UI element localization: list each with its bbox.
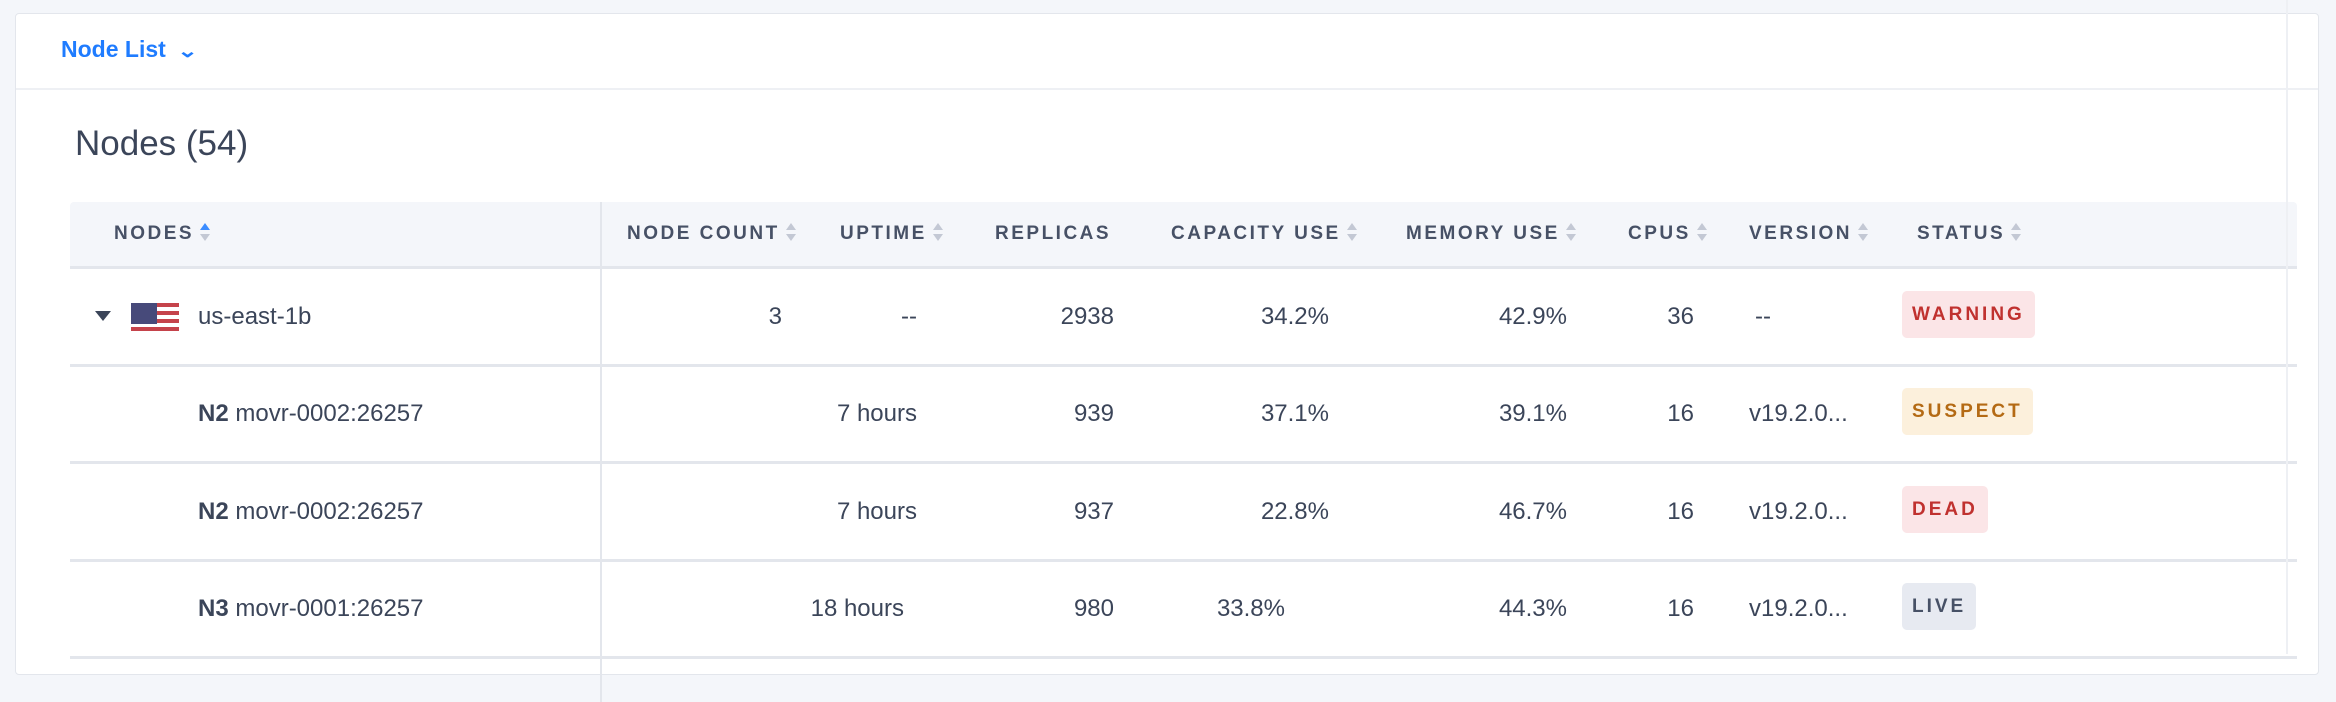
node-row[interactable]: N3 movr-0001:26257 18 hours 980 33.8% 44.3% 1… <box>70 561 2297 659</box>
col-memory-use[interactable]: MEMORY USE <box>1406 223 1576 245</box>
memory-use: 39.1% <box>1498 400 1567 427</box>
sort-icon <box>1858 223 1869 241</box>
status-badge: DEAD <box>1902 486 1988 533</box>
col-status[interactable]: STATUS <box>1917 223 2022 245</box>
version: v19.2.0... <box>1749 595 1848 622</box>
replicas: 980 <box>1073 595 1114 622</box>
top-bar: Node List ⌄ <box>16 14 2318 90</box>
table-header: NODES NODE COUNT UPTIME REPLICAS CAPACIT… <box>70 202 2297 269</box>
col-uptime[interactable]: UPTIME <box>840 223 943 245</box>
replicas: 939 <box>1073 400 1114 427</box>
cpus: 36 <box>1667 303 1694 330</box>
status-badge: WARNING <box>1902 291 2035 338</box>
memory-use: 44.3% <box>1498 595 1567 622</box>
col-capacity-use[interactable]: CAPACITY USE <box>1171 223 1357 245</box>
capacity-use: 22.8% <box>1260 498 1329 525</box>
sort-icon <box>1346 223 1357 241</box>
region-name: us-east-1b <box>198 303 312 330</box>
page-title: Nodes (54) <box>75 124 249 163</box>
scrollbar-track[interactable] <box>2286 0 2288 654</box>
collapse-caret-icon[interactable] <box>95 311 111 321</box>
node-name[interactable]: N2 movr-0002:26257 <box>198 498 424 525</box>
node-list-card: Node List ⌄ Nodes (54) NODES NODE COUNT U… <box>15 13 2319 702</box>
sort-asc-icon <box>200 223 211 241</box>
sort-icon <box>932 223 943 241</box>
region-row[interactable]: us-east-1b 3 -- 2938 34.2% 42.9% 36 -- WARNING <box>70 269 2297 367</box>
sort-icon <box>785 223 796 241</box>
col-cpus[interactable]: CPUS <box>1628 223 1707 245</box>
cpus: 16 <box>1667 400 1694 427</box>
replicas: 937 <box>1073 498 1114 525</box>
version: v19.2.0... <box>1749 400 1848 427</box>
col-replicas[interactable]: REPLICAS <box>995 223 1112 244</box>
sort-icon <box>2011 223 2022 241</box>
status-badge: LIVE <box>1902 583 1977 630</box>
cpus: 16 <box>1667 498 1694 525</box>
node-row[interactable]: N2 movr-0002:26257 7 hours 939 37.1% 39.1% 16… <box>70 366 2297 464</box>
sort-icon <box>1565 223 1576 241</box>
capacity-use: 34.2% <box>1260 303 1329 330</box>
node-list-label: Node List <box>61 36 166 62</box>
version: -- <box>1755 303 1771 330</box>
replicas: 2938 <box>1060 303 1114 330</box>
capacity-use: 33.8% <box>1216 595 1285 622</box>
node-name[interactable]: N2 movr-0002:26257 <box>198 400 424 427</box>
memory-use: 46.7% <box>1498 498 1567 525</box>
node-list-dropdown[interactable]: Node List ⌄ <box>61 36 198 63</box>
col-nodes[interactable]: NODES <box>114 223 211 245</box>
status-badge: SUSPECT <box>1902 388 2033 435</box>
node-name[interactable]: N3 movr-0001:26257 <box>198 595 424 622</box>
cpus: 16 <box>1667 595 1694 622</box>
uptime: 7 hours <box>836 400 917 427</box>
node-row[interactable]: N2 movr-0002:26257 7 hours 937 22.8% 46.7% 16… <box>70 464 2297 562</box>
column-divider <box>600 202 602 702</box>
uptime: 7 hours <box>836 498 917 525</box>
version: v19.2.0... <box>1749 498 1848 525</box>
chevron-down-icon: ⌄ <box>176 41 198 61</box>
us-flag-icon <box>131 303 179 333</box>
capacity-use: 37.1% <box>1260 400 1329 427</box>
uptime: 18 hours <box>810 595 904 622</box>
memory-use: 42.9% <box>1498 303 1567 330</box>
node-count: 3 <box>768 303 782 330</box>
col-version[interactable]: VERSION <box>1749 223 1869 245</box>
col-node-count[interactable]: NODE COUNT <box>627 223 796 245</box>
sort-icon <box>1696 223 1707 241</box>
uptime: -- <box>901 303 917 330</box>
